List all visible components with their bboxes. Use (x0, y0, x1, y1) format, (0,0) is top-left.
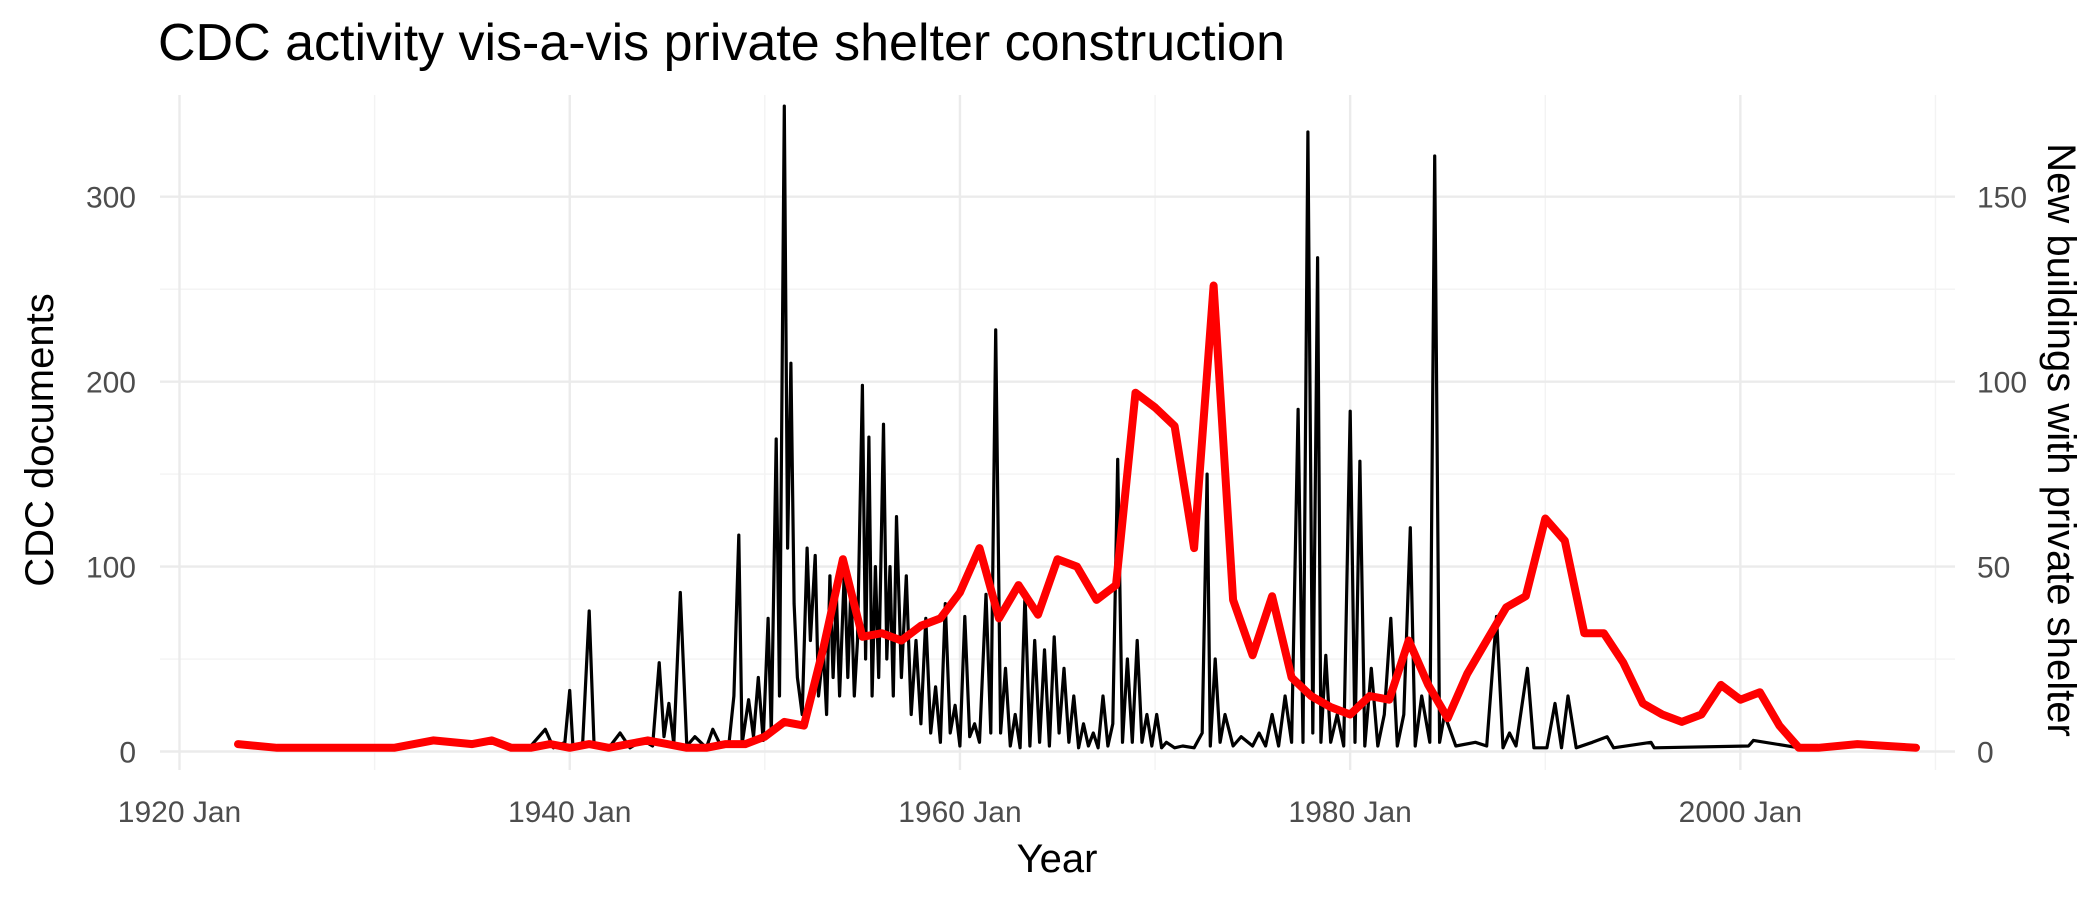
x-tick-label: 1940 Jan (508, 796, 631, 829)
y-tick-label: 300 (86, 182, 136, 215)
y-tick-label: 200 (86, 367, 136, 400)
x-tick-label: 1920 Jan (118, 796, 241, 829)
shelter-buildings-line (234, 281, 1920, 752)
y-axis-title: CDC documents (18, 293, 62, 586)
y2-tick-label: 0 (1977, 737, 1994, 770)
tick-labels: 1920 Jan 1940 Jan 1960 Jan 1980 Jan 2000 Jan… (86, 182, 2027, 829)
y2-tick-label: 50 (1977, 552, 2010, 585)
x-tick-label: 2000 Jan (1679, 796, 1802, 829)
y-tick-label: 100 (86, 552, 136, 585)
y2-tick-label: 150 (1977, 182, 2027, 215)
x-tick-label: 1980 Jan (1288, 796, 1411, 829)
x-tick-label: 1960 Jan (898, 796, 1021, 829)
y2-tick-label: 100 (1977, 367, 2027, 400)
chart-title: CDC activity vis-a-vis private shelter c… (158, 14, 1285, 72)
y-tick-label: 0 (119, 737, 136, 770)
grid (160, 95, 1955, 770)
x-axis-title: Year (1017, 837, 1098, 881)
cdc-documents-series-group (529, 104, 1801, 750)
y2-axis-title: New buildings with private shelter (2039, 143, 2083, 737)
cdc-documents-line (529, 104, 1801, 750)
shelter-buildings-series-group (234, 281, 1920, 752)
